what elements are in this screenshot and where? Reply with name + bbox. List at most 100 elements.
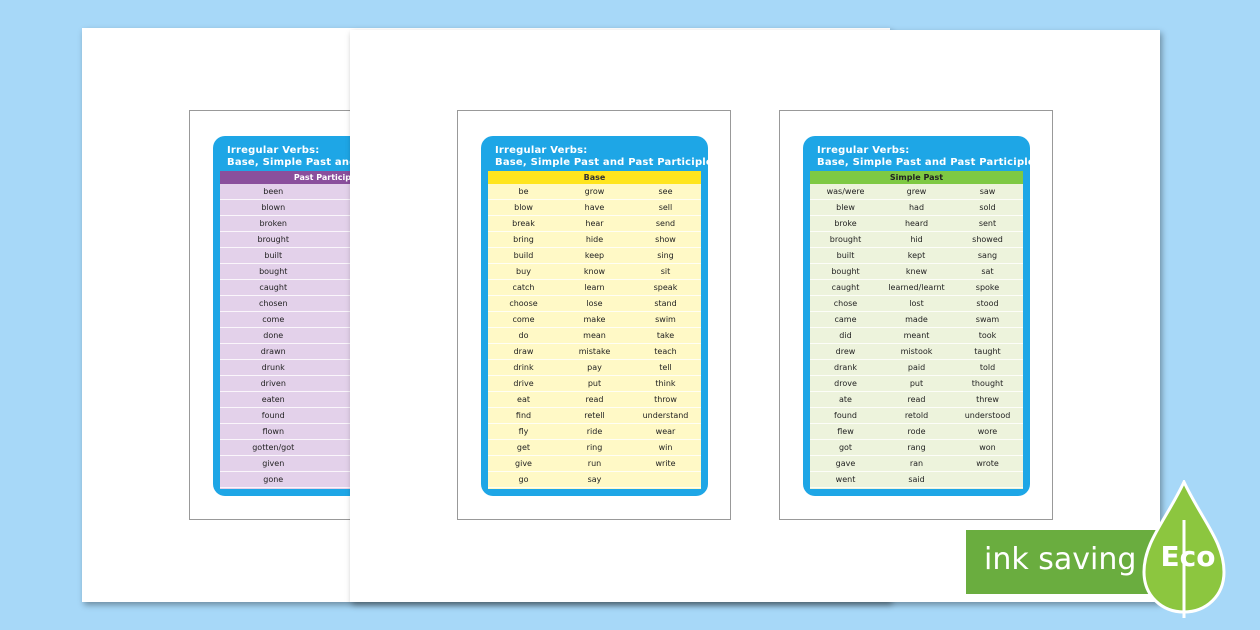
verb-cell: show bbox=[655, 235, 676, 244]
verb-cell: learned/learnt bbox=[888, 283, 945, 292]
verb-cell: make bbox=[583, 315, 606, 324]
table-row: drive put think bbox=[488, 376, 701, 392]
verb-cell: came bbox=[834, 315, 857, 324]
verb-cell: come bbox=[512, 315, 535, 324]
verb-cell: draw bbox=[513, 347, 534, 356]
verb-cell: sat bbox=[981, 267, 994, 276]
verb-cell: blow bbox=[514, 203, 533, 212]
ink-saving-label: ink saving bbox=[984, 542, 1137, 577]
card-title-line1: Irregular Verbs: bbox=[227, 145, 320, 156]
verb-cell: flew bbox=[837, 427, 854, 436]
verb-cell: throw bbox=[654, 395, 677, 404]
card-title: Irregular Verbs: Base, Simple Past and P… bbox=[803, 136, 1030, 170]
table-row: drink pay tell bbox=[488, 360, 701, 376]
verb-cell: drink bbox=[513, 363, 534, 372]
verb-cell: put bbox=[909, 379, 924, 388]
table-row: blow have sell bbox=[488, 200, 701, 216]
verb-cell: drank bbox=[834, 363, 857, 372]
verb-cell: hear bbox=[585, 219, 604, 228]
eco-badge-text: Eco bbox=[1160, 540, 1216, 573]
verb-cell: taught bbox=[974, 347, 1001, 356]
simple-past-card-frame: Irregular Verbs: Base, Simple Past and P… bbox=[779, 110, 1053, 520]
verb-cell: retell bbox=[584, 411, 605, 420]
card-title-line1: Irregular Verbs: bbox=[495, 145, 588, 156]
table-row: caught learned/learnt spoke bbox=[810, 280, 1023, 296]
verb-cell: choose bbox=[509, 299, 538, 308]
verb-cell: understood bbox=[964, 411, 1011, 420]
table-row: give run write bbox=[488, 456, 701, 472]
card-header: Base bbox=[488, 171, 701, 184]
verb-cell: write bbox=[655, 459, 676, 468]
table-row: eat read throw bbox=[488, 392, 701, 408]
simple-past-card: Irregular Verbs: Base, Simple Past and P… bbox=[803, 136, 1030, 496]
verb-cell: grew bbox=[906, 187, 927, 196]
card-title-line1: Irregular Verbs: bbox=[817, 145, 910, 156]
table-row: bought knew sat bbox=[810, 264, 1023, 280]
card-body: Simple Past was/were grew saw blew had sold br… bbox=[810, 171, 1023, 489]
verb-cell: flown bbox=[262, 427, 285, 436]
verb-cell: pay bbox=[587, 363, 602, 372]
verb-cell: speak bbox=[653, 283, 678, 292]
table-row: found retold understood bbox=[810, 408, 1023, 424]
table-row: catch learn speak bbox=[488, 280, 701, 296]
verb-cell: knew bbox=[905, 267, 928, 276]
verb-cell: went bbox=[835, 475, 856, 484]
verb-cell: sang bbox=[977, 251, 998, 260]
verb-cell: hid bbox=[910, 235, 923, 244]
verb-cell: break bbox=[512, 219, 535, 228]
verb-cell: ran bbox=[909, 459, 924, 468]
table-row: went said bbox=[810, 472, 1023, 488]
verb-cell: build bbox=[513, 251, 534, 260]
verb-cell: swim bbox=[655, 315, 676, 324]
verb-cell: think bbox=[655, 379, 676, 388]
verb-cell: run bbox=[587, 459, 602, 468]
table-row: get ring win bbox=[488, 440, 701, 456]
table-row: chose lost stood bbox=[810, 296, 1023, 312]
verb-cell: grow bbox=[584, 187, 605, 196]
table-row: gave ran wrote bbox=[810, 456, 1023, 472]
verb-cell: drive bbox=[513, 379, 534, 388]
verb-cell: eat bbox=[517, 395, 530, 404]
verb-cell: mistook bbox=[900, 347, 933, 356]
verb-cell: was/were bbox=[826, 187, 865, 196]
verb-cell: drove bbox=[834, 379, 857, 388]
verb-cell: do bbox=[518, 331, 529, 340]
verb-cell: said bbox=[908, 475, 925, 484]
verb-cell: heard bbox=[904, 219, 929, 228]
verb-cell: sit bbox=[660, 267, 671, 276]
table-row: build keep sing bbox=[488, 248, 701, 264]
verb-table: be grow see blow have sell break hear send bring h… bbox=[488, 184, 701, 488]
verb-cell: chosen bbox=[258, 299, 288, 308]
card-title-line2: Base, Simple Past and Past Participle bbox=[817, 157, 1030, 168]
base-card: Irregular Verbs: Base, Simple Past and P… bbox=[481, 136, 708, 496]
table-row: was/were grew saw bbox=[810, 184, 1023, 200]
verb-cell: buy bbox=[516, 267, 531, 276]
verb-cell: blew bbox=[836, 203, 855, 212]
verb-cell: lost bbox=[909, 299, 924, 308]
verb-cell: tell bbox=[659, 363, 672, 372]
verb-cell: broken bbox=[259, 219, 287, 228]
table-row: drew mistook taught bbox=[810, 344, 1023, 360]
verb-cell: chose bbox=[833, 299, 858, 308]
verb-cell: found bbox=[261, 411, 285, 420]
verb-cell: showed bbox=[972, 235, 1003, 244]
verb-cell: ring bbox=[586, 443, 603, 452]
verb-cell: send bbox=[655, 219, 676, 228]
verb-cell: had bbox=[908, 203, 925, 212]
verb-cell: get bbox=[516, 443, 531, 452]
verb-cell: retold bbox=[904, 411, 929, 420]
base-card-frame: Irregular Verbs: Base, Simple Past and P… bbox=[457, 110, 731, 520]
verb-cell: go bbox=[518, 475, 529, 484]
verb-cell: fly bbox=[518, 427, 529, 436]
table-row: go say bbox=[488, 472, 701, 488]
verb-cell: have bbox=[584, 203, 605, 212]
verb-cell: hide bbox=[585, 235, 604, 244]
verb-cell: kept bbox=[907, 251, 926, 260]
verb-cell: say bbox=[587, 475, 602, 484]
verb-cell: find bbox=[515, 411, 532, 420]
verb-cell: be bbox=[518, 187, 529, 196]
verb-cell: know bbox=[583, 267, 606, 276]
verb-cell: drawn bbox=[260, 347, 286, 356]
table-row: draw mistake teach bbox=[488, 344, 701, 360]
verb-cell: sing bbox=[657, 251, 674, 260]
